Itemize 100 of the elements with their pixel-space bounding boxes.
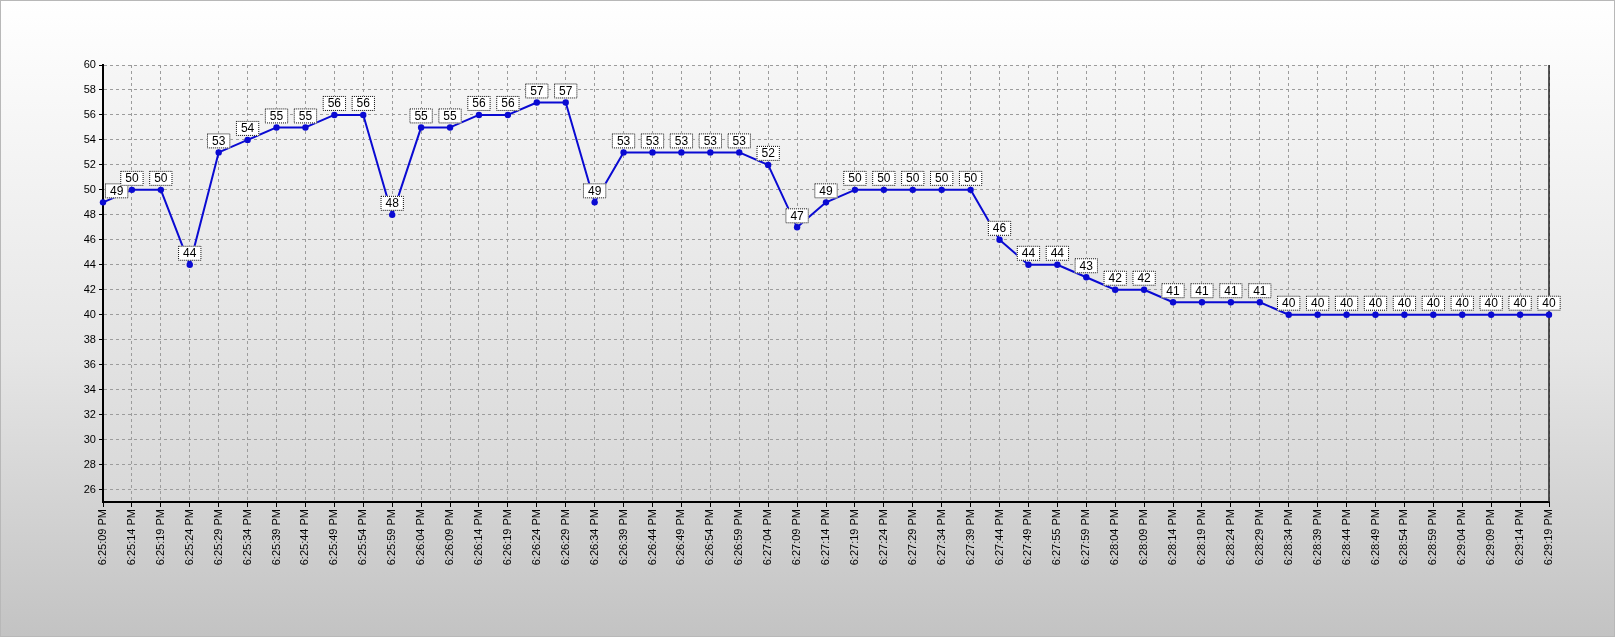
point xyxy=(851,186,859,194)
x-tick-label: 6:27:04 PM xyxy=(761,509,774,566)
data-label: 50 xyxy=(154,171,168,186)
data-label: 40 xyxy=(1397,296,1412,311)
point xyxy=(446,124,454,131)
point xyxy=(562,99,569,106)
data-label: 43 xyxy=(1079,258,1094,273)
x-tick-label: 6:26:04 PM xyxy=(414,509,427,566)
x-tick-label: 6:28:19 PM xyxy=(1194,509,1207,566)
x-tick-label: 6:28:29 PM xyxy=(1252,509,1265,566)
point xyxy=(1083,274,1090,281)
point xyxy=(822,199,830,206)
point xyxy=(1054,261,1061,268)
data-label: 53 xyxy=(645,133,660,148)
point xyxy=(244,136,251,144)
point xyxy=(128,186,136,194)
y-tick-label: 56 xyxy=(83,107,96,120)
x-tick-label: 6:27:29 PM xyxy=(905,509,918,566)
point xyxy=(649,149,656,156)
point xyxy=(1516,311,1524,318)
point xyxy=(157,186,165,194)
y-tick-label: 30 xyxy=(83,432,96,445)
x-tick-label: 6:28:54 PM xyxy=(1397,509,1410,566)
point xyxy=(967,186,974,194)
data-label: 48 xyxy=(385,196,400,211)
x-tick-label: 6:25:59 PM xyxy=(385,509,398,566)
point xyxy=(360,111,367,119)
data-label: 56 xyxy=(327,96,342,111)
point xyxy=(909,186,916,194)
data-label: 40 xyxy=(1455,296,1470,311)
point xyxy=(1198,299,1206,306)
point xyxy=(417,124,425,131)
x-tick-label: 6:25:49 PM xyxy=(327,509,340,566)
point xyxy=(678,149,685,156)
point xyxy=(736,149,743,156)
data-label: 42 xyxy=(1108,271,1123,286)
point xyxy=(707,149,714,156)
data-label: 42 xyxy=(1137,271,1152,286)
point xyxy=(1459,311,1466,318)
point xyxy=(591,199,598,206)
point xyxy=(1285,311,1292,318)
x-tick-label: 6:25:39 PM xyxy=(269,509,282,566)
point xyxy=(1140,286,1148,293)
data-label: 44 xyxy=(183,246,197,261)
point xyxy=(996,236,1003,243)
point xyxy=(1545,311,1553,318)
data-label: 53 xyxy=(674,133,689,148)
x-tick-label: 6:27:49 PM xyxy=(1021,509,1034,566)
point xyxy=(475,111,483,119)
y-tick-label: 52 xyxy=(83,157,96,170)
data-label: 44 xyxy=(1021,246,1036,261)
point xyxy=(1430,311,1437,318)
point xyxy=(938,186,945,194)
point xyxy=(1025,261,1032,268)
x-tick-label: 6:26:09 PM xyxy=(443,509,456,566)
point xyxy=(273,124,280,131)
y-tick-label: 34 xyxy=(83,382,96,395)
data-label: 50 xyxy=(963,171,978,186)
data-label: 41 xyxy=(1224,283,1238,298)
data-label: 49 xyxy=(587,183,602,198)
y-tick-label: 32 xyxy=(83,407,96,420)
y-tick-label: 58 xyxy=(83,83,96,95)
point xyxy=(1112,286,1119,293)
x-tick-label: 6:26:44 PM xyxy=(645,509,658,566)
x-tick-label: 6:28:44 PM xyxy=(1339,509,1352,566)
x-tick-label: 6:27:24 PM xyxy=(876,509,889,566)
data-label: 53 xyxy=(212,133,226,148)
y-tick-label: 26 xyxy=(83,482,96,495)
data-label: 40 xyxy=(1513,296,1528,311)
x-tick-label: 6:25:09 PM xyxy=(96,509,109,566)
x-tick-label: 6:26:24 PM xyxy=(529,509,542,566)
point xyxy=(1401,311,1408,318)
y-tick-label: 40 xyxy=(83,307,96,320)
x-tick-label: 6:25:19 PM xyxy=(153,509,166,566)
x-tick-label: 6:26:14 PM xyxy=(471,509,484,566)
point xyxy=(215,149,222,156)
x-tick-label: 6:27:09 PM xyxy=(790,509,803,566)
point xyxy=(1169,299,1177,306)
x-tick-label: 6:26:34 PM xyxy=(587,509,600,566)
data-label: 53 xyxy=(616,133,631,148)
point xyxy=(389,211,396,219)
x-tick-label: 6:26:49 PM xyxy=(674,509,687,566)
data-label: 53 xyxy=(732,133,747,148)
x-tick-label: 6:29:14 PM xyxy=(1513,509,1526,566)
point xyxy=(504,111,512,119)
x-tick-label: 6:25:29 PM xyxy=(211,509,224,566)
data-label: 57 xyxy=(559,83,573,98)
point xyxy=(880,186,888,194)
data-label: 56 xyxy=(501,96,515,111)
x-tick-label: 6:28:34 PM xyxy=(1281,509,1294,566)
data-label: 54 xyxy=(240,121,255,136)
data-label: 57 xyxy=(530,83,544,98)
point xyxy=(302,124,309,131)
point xyxy=(1343,311,1350,318)
point xyxy=(1227,299,1235,306)
data-label: 50 xyxy=(877,171,891,186)
data-label: 49 xyxy=(819,183,833,198)
x-tick-label: 6:27:39 PM xyxy=(963,509,976,566)
x-tick-label: 6:25:24 PM xyxy=(182,509,195,566)
x-tick-label: 6:26:39 PM xyxy=(616,509,629,566)
